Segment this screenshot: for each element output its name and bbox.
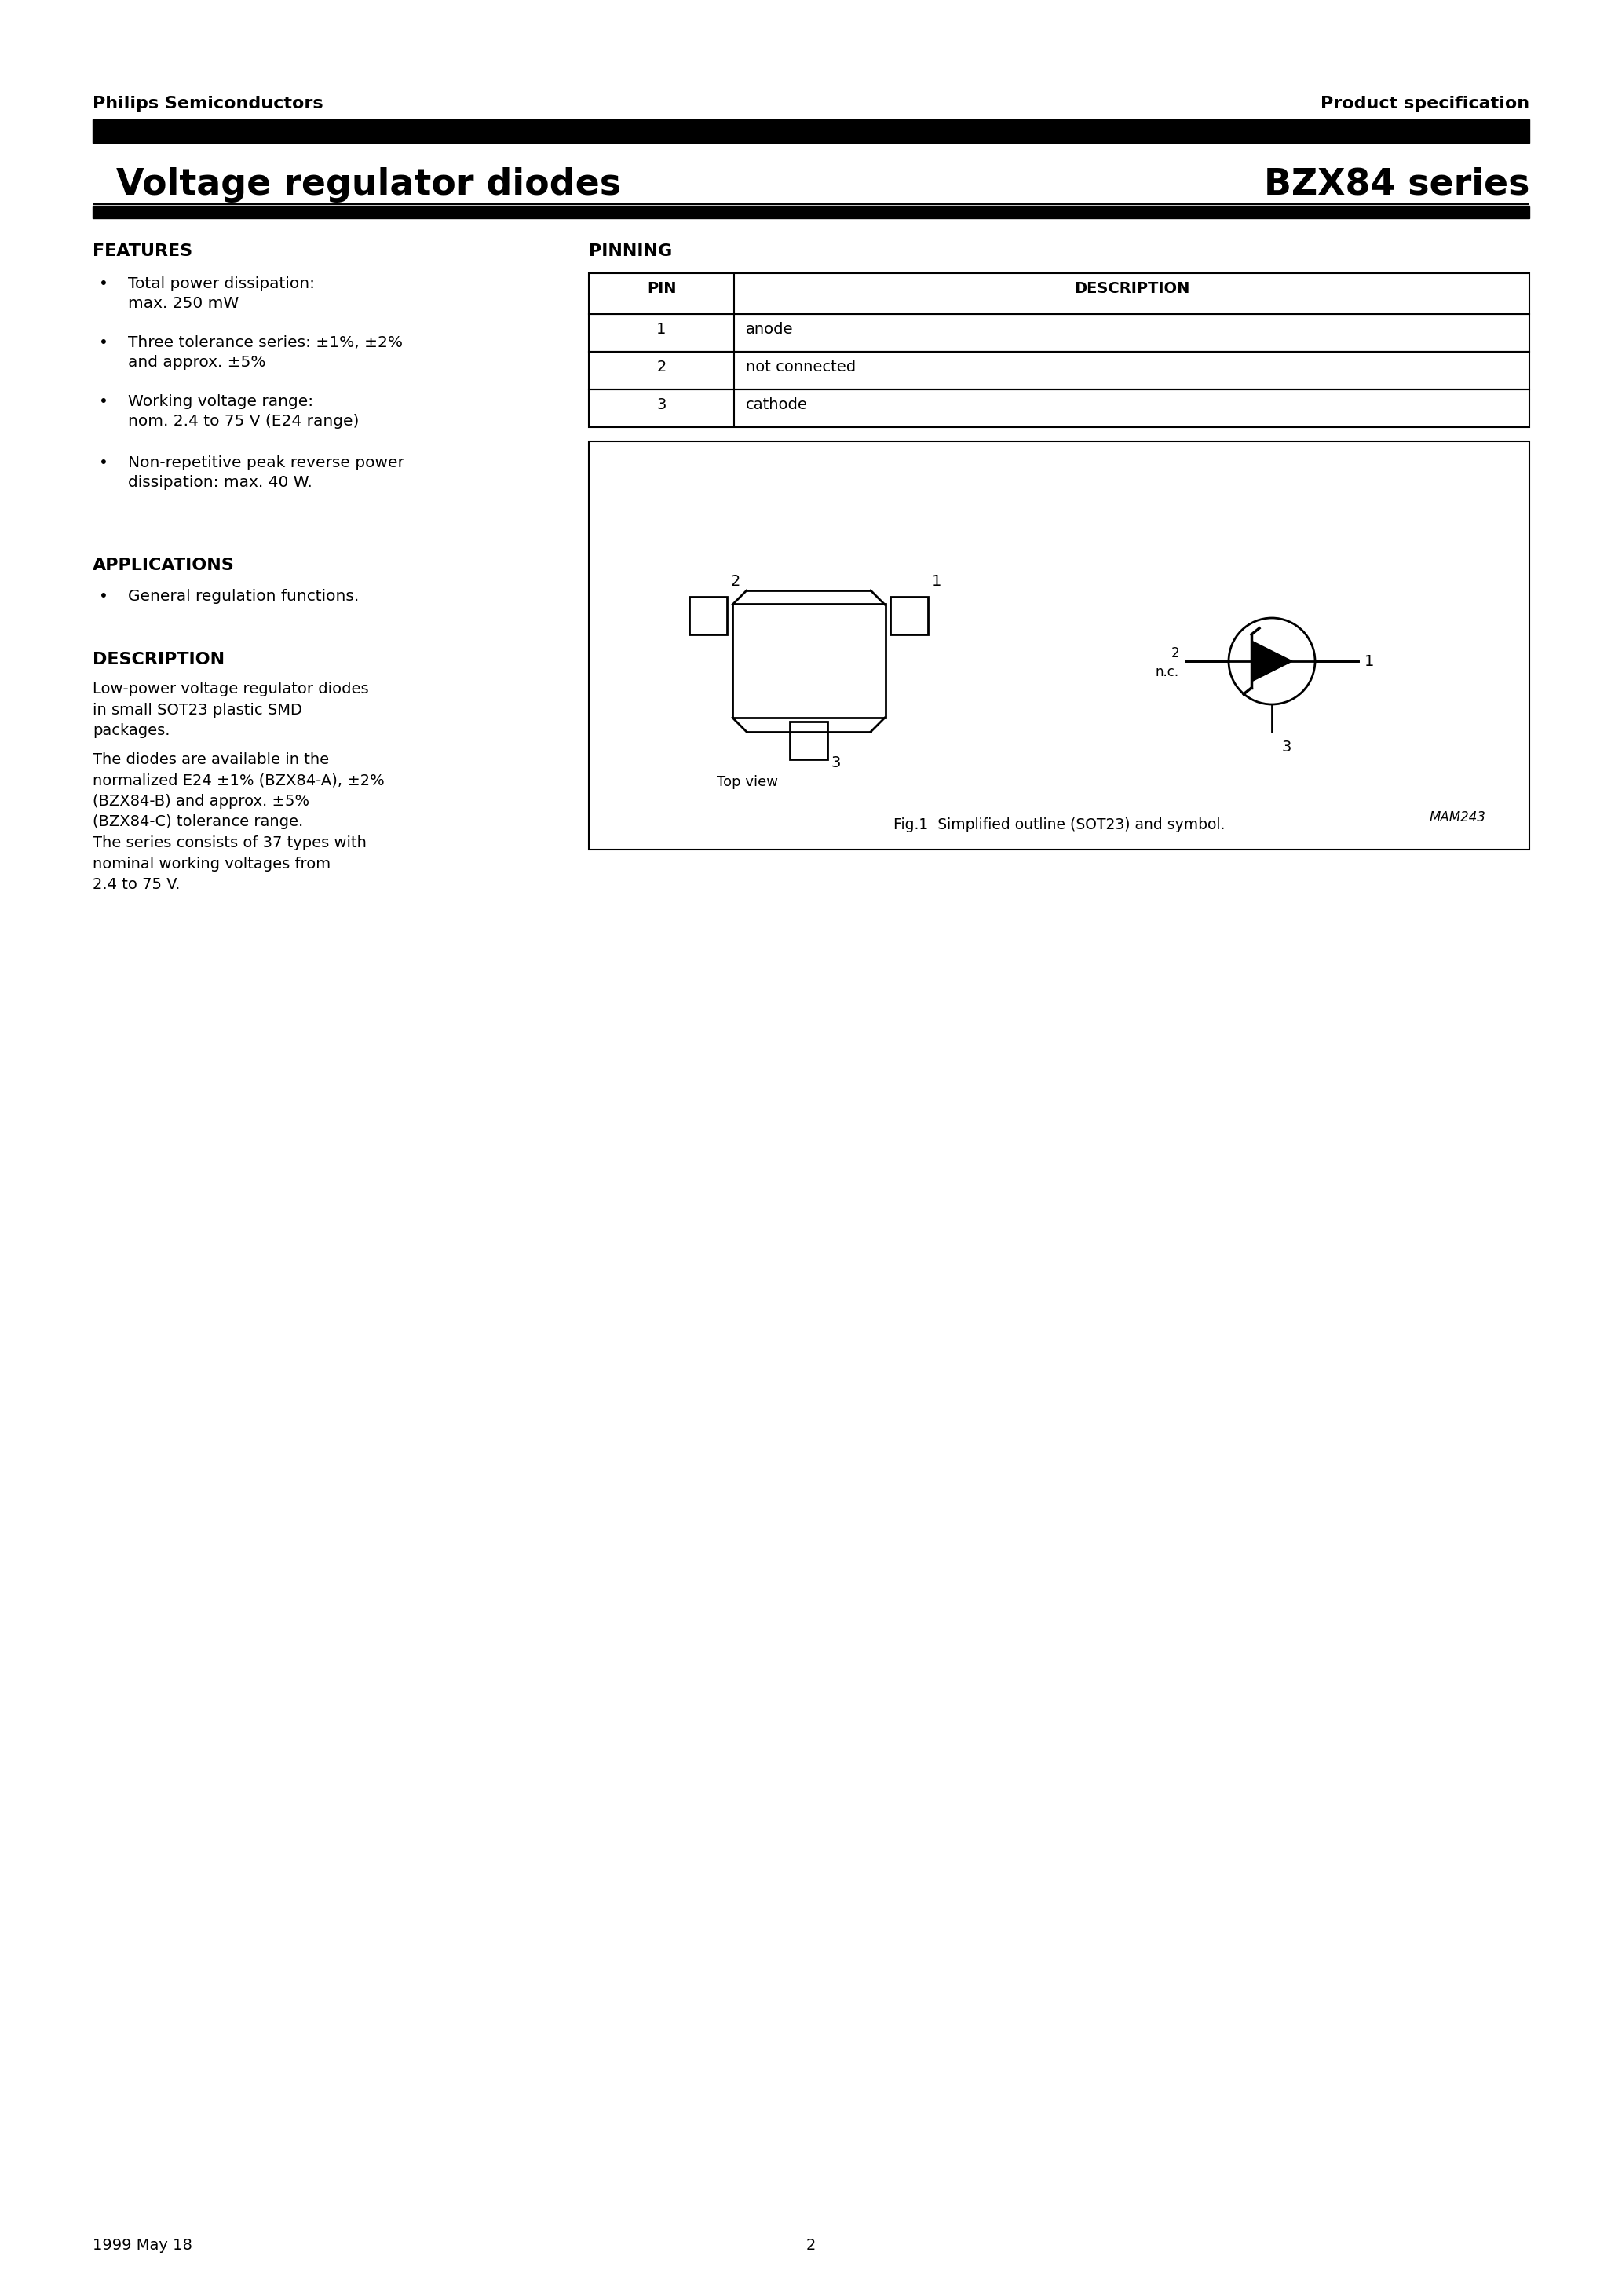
Text: DESCRIPTION: DESCRIPTION <box>92 652 224 668</box>
Text: FEATURES: FEATURES <box>92 243 193 259</box>
Text: cathode: cathode <box>746 397 808 413</box>
Bar <box>589 441 1530 850</box>
Text: 1: 1 <box>1364 654 1374 668</box>
Text: Working voltage range:
nom. 2.4 to 75 V (E24 range): Working voltage range: nom. 2.4 to 75 V … <box>128 395 358 429</box>
Bar <box>689 597 727 634</box>
Text: 1: 1 <box>657 321 667 338</box>
Text: PINNING: PINNING <box>589 243 672 259</box>
Text: Low-power voltage regulator diodes
in small SOT23 plastic SMD
packages.: Low-power voltage regulator diodes in sm… <box>92 682 368 737</box>
Text: Three tolerance series: ±1%, ±2%
and approx. ±5%: Three tolerance series: ±1%, ±2% and app… <box>128 335 402 370</box>
Text: 1: 1 <box>933 574 942 588</box>
Text: Fig.1  Simplified outline (SOT23) and symbol.: Fig.1 Simplified outline (SOT23) and sym… <box>894 817 1225 833</box>
Bar <box>733 604 886 719</box>
Text: Philips Semiconductors: Philips Semiconductors <box>92 96 323 113</box>
Text: BZX84 series: BZX84 series <box>1264 168 1530 202</box>
Text: not connected: not connected <box>746 360 856 374</box>
Text: The diodes are available in the
normalized E24 ±1% (BZX84-A), ±2%
(BZX84-B) and : The diodes are available in the normaliz… <box>92 753 384 893</box>
Bar <box>92 207 1530 218</box>
Bar <box>92 119 1530 142</box>
Bar <box>790 721 827 760</box>
Text: Product specification: Product specification <box>1320 96 1530 113</box>
Text: 1999 May 18: 1999 May 18 <box>92 2239 193 2252</box>
Text: Total power dissipation:
max. 250 mW: Total power dissipation: max. 250 mW <box>128 276 315 310</box>
Text: 3: 3 <box>657 397 667 413</box>
Bar <box>890 597 928 634</box>
Text: 3: 3 <box>832 755 842 769</box>
Text: MAM243: MAM243 <box>1429 810 1486 824</box>
Text: APPLICATIONS: APPLICATIONS <box>92 558 235 574</box>
Text: Top view: Top view <box>717 776 779 790</box>
Text: •: • <box>99 588 109 604</box>
Text: General regulation functions.: General regulation functions. <box>128 588 358 604</box>
Text: PIN: PIN <box>647 280 676 296</box>
Bar <box>589 351 1530 390</box>
Text: 2: 2 <box>806 2239 816 2252</box>
Text: 2: 2 <box>657 360 667 374</box>
Text: 2
n.c.: 2 n.c. <box>1155 647 1179 680</box>
Text: •: • <box>99 455 109 471</box>
Bar <box>589 315 1530 351</box>
Text: Non-repetitive peak reverse power
dissipation: max. 40 W.: Non-repetitive peak reverse power dissip… <box>128 455 404 489</box>
Text: Voltage regulator diodes: Voltage regulator diodes <box>117 168 621 202</box>
Bar <box>589 273 1530 315</box>
Text: 2: 2 <box>732 574 741 588</box>
Text: •: • <box>99 276 109 292</box>
Text: 3: 3 <box>1281 739 1291 755</box>
Polygon shape <box>1252 641 1293 682</box>
Text: •: • <box>99 335 109 351</box>
Bar <box>589 390 1530 427</box>
Text: •: • <box>99 395 109 409</box>
Text: DESCRIPTION: DESCRIPTION <box>1074 280 1189 296</box>
Text: anode: anode <box>746 321 793 338</box>
